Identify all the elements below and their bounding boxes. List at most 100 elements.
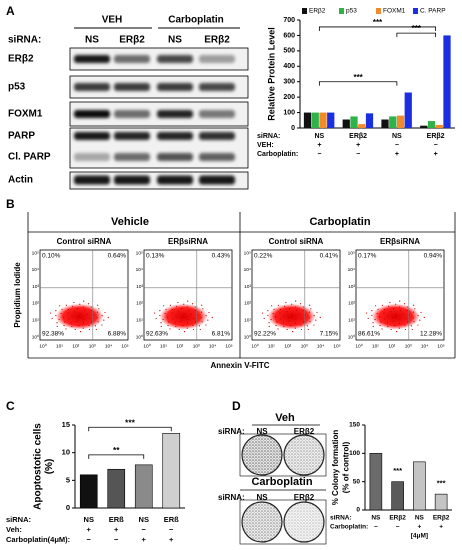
blot-band (157, 153, 193, 161)
y-tick-label: 10⁵ (244, 250, 251, 256)
condition-value: ERβ2 (427, 133, 445, 140)
scatter-dot (211, 316, 213, 318)
y-axis-label: % Colony formation (331, 430, 340, 506)
x-tick-label: 10⁵ (121, 343, 128, 349)
scatter-dot (410, 325, 413, 327)
scatter-dot (395, 303, 397, 305)
significance-bracket (318, 81, 398, 86)
scatter-dot (86, 313, 88, 315)
x-tick-label: 10⁴ (105, 343, 112, 349)
scatter-dot (162, 318, 164, 321)
protein-label: PARP (8, 131, 35, 142)
y-axis-label: (% of control) (342, 441, 351, 493)
scatter-dot (79, 313, 81, 315)
bar (342, 119, 350, 128)
bar (134, 464, 153, 509)
scatter-dot (403, 303, 406, 305)
scatter-dot (405, 318, 407, 320)
quadrant-value: 0.17% (358, 253, 377, 260)
group-label: Carboplatin (309, 216, 370, 228)
condition-value: + (142, 535, 147, 544)
significance-bracket (318, 26, 437, 31)
scatter-dot (313, 315, 315, 317)
y-axis-label: Propidium Iodide (13, 262, 22, 328)
scatter-dot (63, 324, 65, 327)
scatter-dot (380, 321, 382, 323)
y-tick-label: 10¹ (136, 317, 143, 323)
scatter-dot (165, 308, 167, 310)
scatter-dot (171, 308, 174, 311)
scatter-dot (101, 324, 103, 326)
y-tick-label: 10⁴ (244, 267, 251, 273)
blot-band (74, 83, 110, 91)
condition-label: siRNA: (257, 133, 280, 140)
scatter-dot (413, 321, 415, 323)
scatter-dot (384, 318, 386, 320)
y-axis-label: Apoptostotic cells (33, 423, 44, 510)
scatter-dot (160, 322, 162, 324)
scatter-dot (319, 316, 321, 318)
scatter-dot (181, 308, 183, 310)
scatter-dot (84, 310, 86, 312)
scatter-dot (89, 318, 91, 320)
scatter-dot (167, 324, 169, 327)
scatter-dot (280, 318, 282, 320)
scatter-dot (302, 309, 304, 312)
scatter-dot (205, 315, 207, 317)
lane-label: NS (256, 427, 268, 436)
condition-value: − (317, 151, 321, 158)
scatter-dot (301, 318, 303, 320)
quadrant-value: 0.41% (320, 253, 339, 260)
scatter-dot (160, 325, 162, 328)
scatter-dot (98, 308, 100, 310)
panel-letter: A (6, 4, 15, 18)
scatter-dot (175, 325, 177, 328)
blot-band (74, 110, 110, 118)
scatter-dot (270, 318, 272, 321)
lane-label: ERβ2 (294, 427, 315, 436)
quadrant-value: 0.43% (212, 253, 231, 260)
y-tick-label: 10⁵ (348, 250, 355, 256)
colony-plate (241, 434, 283, 476)
scatter-dot (308, 311, 311, 313)
y-tick-label: 10⁰ (32, 334, 39, 340)
y-tick-label: 10⁴ (32, 267, 39, 273)
scatter-dot (374, 318, 376, 321)
lane-label: NS (168, 35, 182, 46)
group-label: Carboplatin (251, 476, 312, 488)
blot-band (199, 110, 235, 118)
scatter-dot (183, 303, 185, 305)
scatter-dot (188, 310, 190, 312)
scatter-dot (78, 324, 80, 327)
scatter-dot (201, 304, 203, 306)
x-tick-label: 10¹ (160, 343, 167, 349)
scatter-dot (190, 313, 192, 315)
bar (427, 121, 436, 128)
scatter-dot (279, 308, 282, 311)
scatter-dot (180, 317, 182, 319)
scatter-dot (55, 310, 57, 312)
bar (311, 112, 319, 128)
scatter-dot (51, 317, 53, 320)
y-tick-label: 300 (283, 79, 295, 86)
scatter-dot (202, 308, 204, 310)
scatter-dot (402, 313, 404, 315)
blot-band (199, 175, 235, 185)
scatter-dot (371, 310, 373, 312)
condition-value: NS (415, 515, 425, 522)
scatter-dot (104, 311, 106, 314)
scatter-dot (183, 313, 185, 315)
condition-value: − (142, 525, 147, 534)
protein-label: ERβ2 (8, 54, 34, 65)
scatter-dot (101, 315, 103, 317)
condition-value: NS (315, 133, 325, 140)
scatter-dot (300, 328, 302, 331)
bar (107, 468, 126, 509)
quadrant-value: 0.64% (108, 253, 127, 260)
scatter-dot (90, 306, 92, 308)
x-tick-label: 10³ (301, 343, 308, 349)
blot-band (74, 55, 110, 63)
scatter-dot (58, 318, 60, 321)
condition-value: ERβ2 (389, 515, 406, 522)
legend-label: FOXM1 (383, 8, 406, 15)
